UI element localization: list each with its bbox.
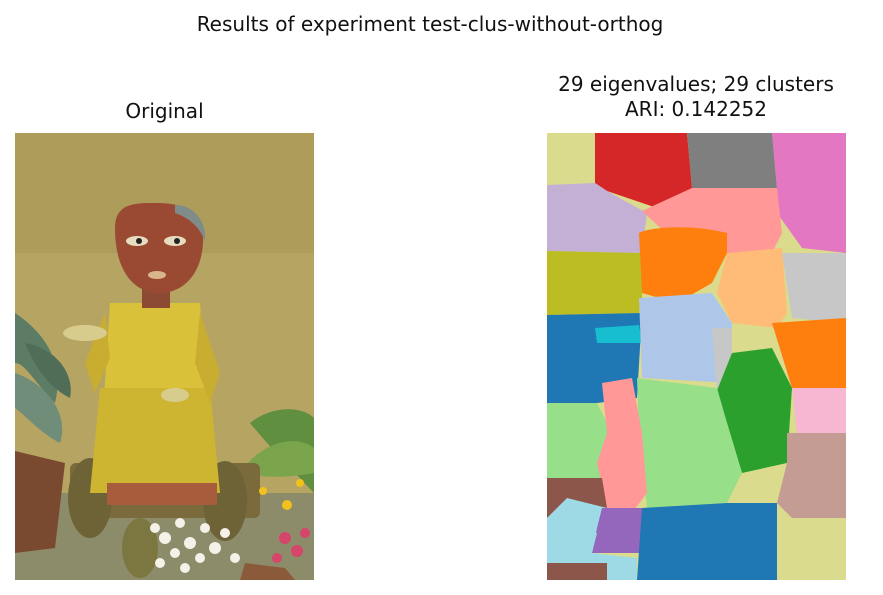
figure-suptitle: Results of experiment test-clus-without-… (196, 12, 664, 36)
original-image (15, 133, 314, 580)
clusters-panel-title: 29 eigenvalues; 29 clusters ARI: 0.14225… (500, 72, 883, 122)
cluster-segmentation-image (547, 133, 846, 580)
original-panel-title: Original (125, 99, 204, 123)
clusters-panel-title-line2: ARI: 0.142252 (624, 97, 767, 121)
clusters-panel-title-line1: 29 eigenvalues; 29 clusters (558, 72, 834, 96)
